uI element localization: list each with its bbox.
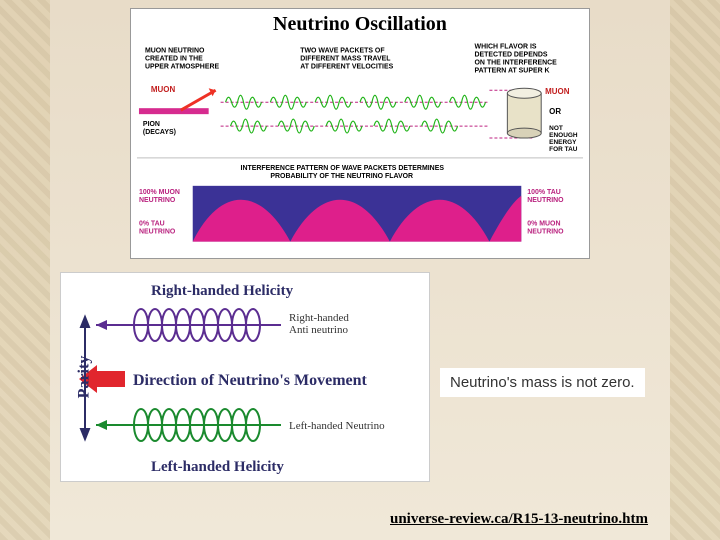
parity-axis-label: Parity (75, 356, 93, 399)
oscillation-diagram: MUON NEUTRINOCREATED IN THEUPPER ATMOSPH… (131, 38, 589, 258)
label-rh-helicity: Right-handed Helicity (151, 283, 294, 299)
label-flavor-detect: WHICH FLAVOR ISDETECTED DEPENDSON THE IN… (474, 43, 557, 74)
label-pion: PION(DECAYS) (143, 121, 176, 136)
interference-wave (193, 186, 522, 242)
pion-bar (139, 108, 209, 114)
detector (507, 88, 541, 138)
label-not-enough: NOTENOUGHENERGYFOR TAU (549, 125, 578, 153)
mass-note: Neutrino's mass is not zero. (440, 368, 645, 397)
label-or: OR (549, 107, 561, 116)
rh-coil (96, 309, 281, 341)
helicity-diagram: Right-handed Helicity Right-handedAnti n… (61, 273, 431, 483)
label-interference: INTERFERENCE PATTERN OF WAVE PACKETS DET… (241, 165, 445, 180)
label-lh-helicity: Left-handed Helicity (151, 459, 284, 475)
label-muon100: 100% MUONNEUTRINO (139, 189, 180, 204)
border-right-pattern (670, 0, 720, 540)
lh-coil (96, 409, 281, 441)
label-muon2: MUON (545, 87, 570, 96)
label-tau100: 100% TAUNEUTRINO (527, 189, 564, 204)
source-link[interactable]: universe-review.ca/R15-13-neutrino.htm (390, 511, 648, 528)
muon-arrow (181, 90, 216, 110)
label-muon1: MUON (151, 85, 176, 94)
helicity-panel: Parity Right-handed Helicity Right-hande… (60, 272, 430, 482)
label-lh-neutrino: Left-handed Neutrino (289, 420, 385, 432)
label-two-packets: TWO WAVE PACKETS OFDIFFERENT MASS TRAVEL… (300, 47, 393, 70)
oscillation-panel: Neutrino Oscillation MUON NEUTRINOCREATE… (130, 8, 590, 259)
label-muon0: 0% MUONNEUTRINO (527, 221, 564, 236)
label-tau0: 0% TAUNEUTRINO (139, 221, 176, 236)
panel-title: Neutrino Oscillation (131, 9, 589, 38)
label-muon-src: MUON NEUTRINOCREATED IN THEUPPER ATMOSPH… (145, 47, 220, 70)
wave-packets-bot (231, 119, 458, 133)
border-left-pattern (0, 0, 50, 540)
label-rh-anti: Right-handedAnti neutrino (289, 312, 349, 336)
label-direction: Direction of Neutrino's Movement (133, 372, 368, 389)
